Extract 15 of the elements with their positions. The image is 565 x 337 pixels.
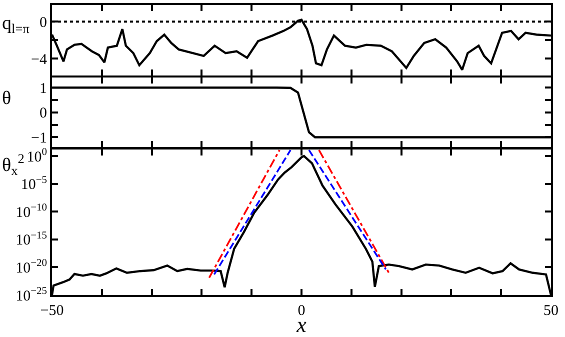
y-tick-label: 10$^{−15}$ <box>16 230 47 249</box>
y-tick-label: 10$^{−20}$ <box>16 258 47 276</box>
y-tick-label: 0 <box>40 106 47 122</box>
y-axis-title: θ <box>2 88 12 109</box>
y-axis-title: q$_{l=π}$ <box>2 13 30 36</box>
y-tick-label: −4 <box>31 52 48 68</box>
y-tick-label: 10$^{−25}$ <box>16 286 47 304</box>
y-tick-label: 0 <box>40 14 47 31</box>
y-tick-label: 10$^{0}$ <box>26 147 47 166</box>
x-tick-label: −50 <box>40 303 64 319</box>
y-tick-label: 10$^{−5}$ <box>20 174 47 194</box>
x-tick-label: 50 <box>544 303 558 319</box>
y-tick-label: 10$^{−10}$ <box>16 202 47 221</box>
y-tick-label: −1 <box>31 130 47 146</box>
y-tick-label: 1 <box>40 80 47 97</box>
